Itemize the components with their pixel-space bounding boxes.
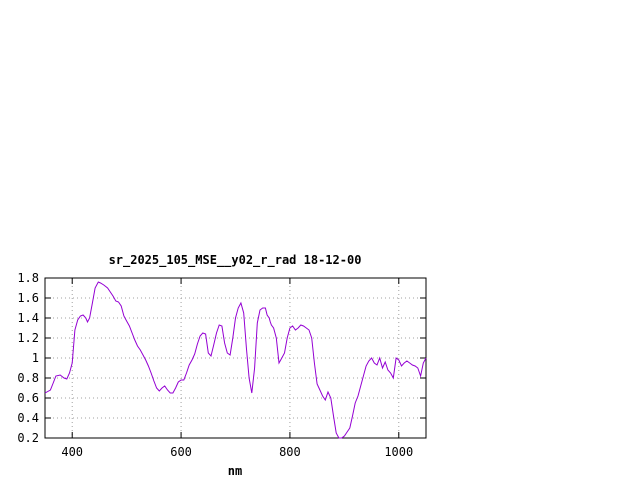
x-tick-label: 600 <box>170 445 192 459</box>
chart-title: sr_2025_105_MSE__y02_r_rad 18-12-00 <box>109 253 362 268</box>
x-tick-label: 1000 <box>384 445 413 459</box>
grid-layer <box>45 278 426 438</box>
y-tick-label: 1.8 <box>17 271 39 285</box>
plot-frame <box>44 277 427 439</box>
tick-layer: 0.2 0.4 0.6 0.8 1 1.2 1.4 1.6 1.8 400 600 800 1000 <box>17 271 426 459</box>
x-axis-label: nm <box>228 464 242 478</box>
x-tick-label: 800 <box>279 445 301 459</box>
series-layer <box>44 281 427 439</box>
y-tick-label: 0.2 <box>17 431 39 445</box>
y-tick-label: 0.6 <box>17 391 39 405</box>
y-tick-label: 1.2 <box>17 331 39 345</box>
y-tick-label: 1.4 <box>17 311 39 325</box>
y-tick-label: 0.8 <box>17 371 39 385</box>
y-tick-label: 0.4 <box>17 411 39 425</box>
y-tick-label: 1.6 <box>17 291 39 305</box>
y-tick-label: 1 <box>32 351 39 365</box>
x-tick-label: 400 <box>61 445 83 459</box>
series-line <box>44 281 427 439</box>
